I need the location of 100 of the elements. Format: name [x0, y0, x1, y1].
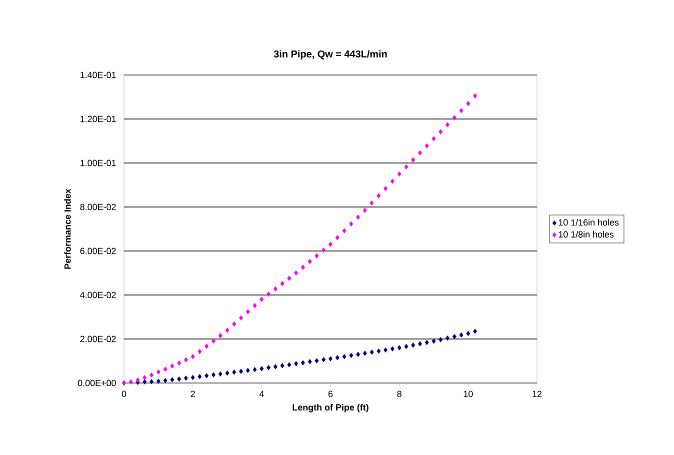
- y-tick-label: 6.00E-02: [80, 248, 116, 254]
- point: [170, 363, 174, 369]
- point: [239, 315, 244, 320]
- point: [314, 358, 319, 364]
- point: [362, 208, 367, 213]
- point: [294, 270, 298, 276]
- point: [142, 375, 147, 380]
- point: [246, 368, 250, 374]
- point: [370, 350, 374, 355]
- point: [314, 253, 319, 258]
- point: [376, 348, 381, 354]
- point: [370, 200, 374, 206]
- point: [300, 360, 305, 366]
- point: [473, 93, 478, 98]
- point: [150, 379, 154, 384]
- point: [212, 372, 216, 378]
- point: [349, 352, 354, 358]
- point: [390, 178, 394, 184]
- y-tick-label: 8.00E-02: [80, 204, 116, 210]
- point: [328, 242, 332, 247]
- point: [308, 359, 312, 364]
- x-axis-title: Length of Pipe (ft): [292, 404, 368, 412]
- point: [397, 345, 402, 350]
- point: [384, 186, 388, 192]
- point: [300, 264, 305, 270]
- point: [280, 363, 284, 368]
- point: [252, 302, 257, 308]
- x-tick-label: 10: [464, 390, 473, 398]
- point: [397, 171, 402, 177]
- point: [273, 286, 278, 292]
- point: [418, 341, 422, 346]
- point: [260, 366, 264, 372]
- point: [218, 371, 222, 377]
- point: [177, 376, 182, 382]
- point: [260, 296, 264, 302]
- point: [190, 374, 195, 380]
- point: [252, 366, 257, 372]
- point: [452, 334, 456, 340]
- point: [362, 350, 367, 356]
- y-tick-label: 4.00E-02: [80, 292, 116, 298]
- x-tick-label: 0: [122, 390, 126, 398]
- point: [452, 115, 456, 120]
- point: [390, 346, 394, 352]
- point: [287, 276, 292, 281]
- point: [225, 370, 230, 376]
- y-tick-label: 2.00E-02: [80, 336, 116, 342]
- y-axis-title: Performance Index: [64, 188, 71, 269]
- point: [342, 228, 346, 234]
- point: [432, 338, 436, 344]
- point: [335, 234, 340, 240]
- point: [232, 321, 236, 327]
- point: [438, 337, 443, 342]
- point: [246, 309, 250, 314]
- point: [432, 136, 436, 142]
- point: [404, 344, 408, 350]
- x-tick-label: 2: [190, 390, 195, 398]
- x-tick-label: 8: [397, 390, 402, 398]
- point: [198, 348, 202, 354]
- point: [280, 280, 284, 286]
- y-tick-label: 1.00E-01: [80, 160, 116, 166]
- point: [184, 376, 188, 381]
- point: [322, 248, 326, 253]
- point: [438, 129, 443, 134]
- point: [273, 364, 278, 370]
- point: [294, 361, 298, 366]
- point: [128, 379, 133, 384]
- point: [411, 342, 416, 348]
- point: [446, 122, 450, 128]
- point: [356, 352, 360, 357]
- point: [322, 357, 326, 362]
- point: [218, 333, 222, 338]
- point: [170, 377, 174, 382]
- point: [163, 378, 168, 384]
- point: [466, 330, 470, 336]
- point: [239, 368, 244, 374]
- point: [446, 336, 450, 341]
- point: [418, 150, 422, 156]
- point: [356, 214, 360, 220]
- x-tick-label: 6: [328, 390, 333, 398]
- chart-title: 3in Pipe, Qw = 443L/min: [274, 50, 387, 60]
- point: [424, 340, 429, 346]
- point: [232, 370, 236, 375]
- legend-label: 10 1/8in holes: [558, 230, 614, 238]
- point: [459, 332, 464, 338]
- point: [225, 328, 230, 333]
- point: [287, 362, 292, 368]
- y-tick-label: 1.20E-01: [80, 116, 116, 122]
- point: [156, 378, 160, 384]
- point: [335, 355, 340, 360]
- point: [466, 100, 470, 106]
- point: [204, 373, 209, 378]
- point: [459, 108, 464, 114]
- point: [376, 193, 381, 198]
- point: [349, 221, 354, 227]
- point: [266, 364, 271, 370]
- point: [150, 372, 154, 378]
- point: [184, 357, 188, 362]
- point: [473, 328, 478, 334]
- point: [404, 164, 408, 170]
- x-tick-label: 4: [259, 390, 264, 397]
